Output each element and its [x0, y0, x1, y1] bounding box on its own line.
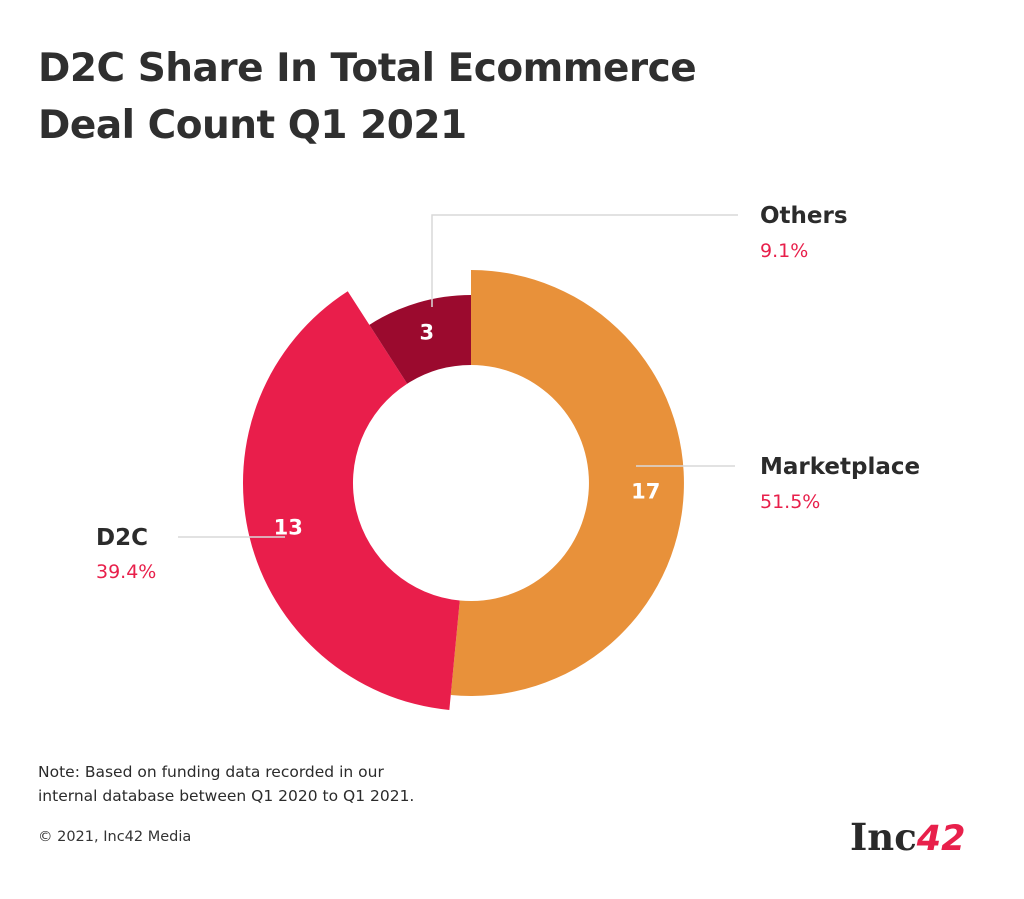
chart-title-line-1: D2C Share In Total Ecommerce: [38, 46, 697, 91]
slice-d2c: 13 D2C 39.4%: [96, 291, 460, 710]
slice-others-value: 3: [419, 320, 434, 344]
logo-text: Inc: [850, 815, 917, 859]
logo-number: 42: [916, 819, 966, 859]
chart-title: D2C Share In Total Ecommerce Deal Count …: [38, 40, 798, 154]
chart-note-line-1: Note: Based on funding data recorded in …: [38, 763, 384, 781]
slice-d2c-percent: 39.4%: [96, 561, 156, 583]
copyright-text: © 2021, Inc42 Media: [38, 829, 192, 845]
slice-others: 3 Others 9.1%: [369, 203, 848, 384]
slice-others-percent: 9.1%: [760, 240, 808, 262]
chart-title-line-2: Deal Count Q1 2021: [38, 103, 467, 148]
slice-d2c-label: D2C: [96, 525, 148, 551]
slice-others-path: [369, 295, 471, 384]
slice-d2c-value: 13: [274, 515, 303, 539]
slice-others-leader-line: [431, 214, 738, 307]
inc42-logo: Inc42: [850, 815, 965, 861]
slice-marketplace: 17 Marketplace 51.5%: [450, 270, 920, 696]
slice-marketplace-percent: 51.5%: [760, 491, 820, 513]
chart-note-line-2: internal database between Q1 2020 to Q1 …: [38, 787, 415, 805]
slice-marketplace-label: Marketplace: [760, 454, 920, 480]
slice-marketplace-path: [450, 270, 684, 696]
chart-note: Note: Based on funding data recorded in …: [38, 760, 414, 808]
slice-others-label: Others: [760, 203, 848, 229]
slice-d2c-path: [242, 291, 460, 710]
slice-marketplace-value: 17: [631, 479, 660, 503]
